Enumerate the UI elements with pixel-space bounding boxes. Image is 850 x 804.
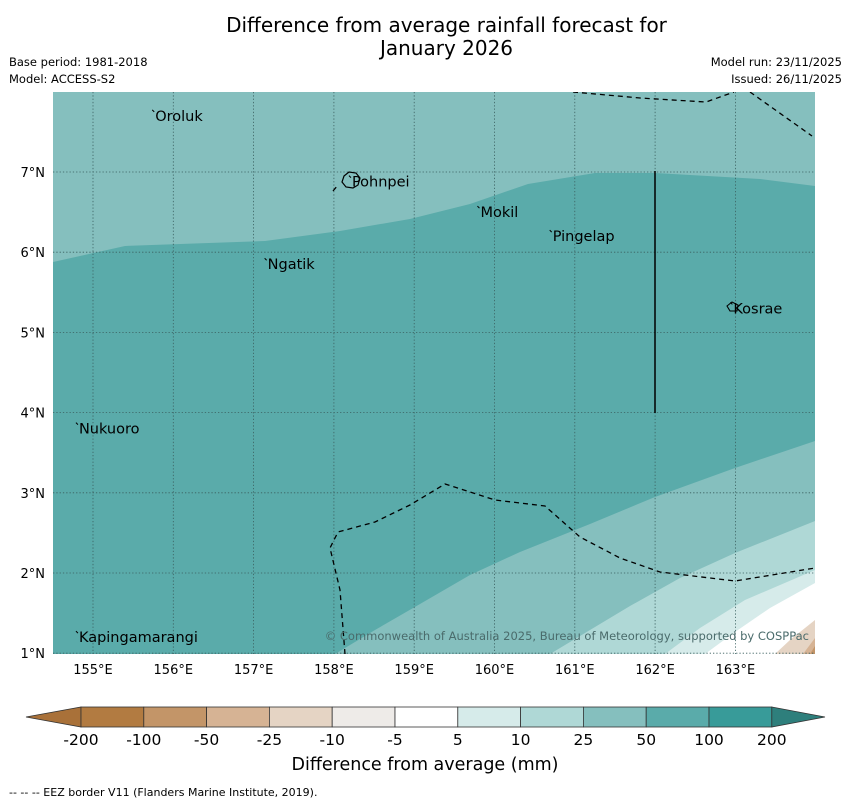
longitude-label: 157°E (234, 663, 274, 678)
longitude-label: 155°E (73, 663, 113, 678)
model-run: Model run: 23/11/2025 (710, 55, 842, 69)
latitude-label: 1°N (21, 647, 46, 662)
latitude-label: 4°N (21, 407, 46, 422)
island-labels: Oroluk Pohnpei Mokil Pingelap Ngatik Kosrae Nu… (75, 109, 782, 646)
eez-footnote: -- -- -- EEZ border V11 (Flanders Marine… (9, 786, 318, 799)
map-area: Oroluk Pohnpei Mokil Pingelap Ngatik Kosrae Nu… (53, 92, 815, 654)
place-ngatik: Ngatik (264, 257, 316, 273)
colorbar-segment (80, 706, 145, 728)
colorbar-segment (708, 706, 773, 728)
colorbar-label: -10 (320, 731, 345, 749)
place-label: Kapingamarangi (79, 630, 198, 646)
title-line-1: Difference from average rainfall forecas… (226, 13, 667, 37)
band-dry-25 (803, 638, 815, 654)
place-label: Oroluk (155, 109, 203, 125)
model-name: Model: ACCESS-S2 (9, 72, 116, 86)
place-marker (151, 109, 155, 113)
band-dry-10 (775, 620, 815, 654)
colorbar-label: 10 (511, 731, 531, 749)
base-period: Base period: 1981-2018 (9, 55, 148, 69)
place-label: Pohnpei (352, 175, 410, 191)
colorbar-extend-high (771, 706, 826, 728)
longitude-label: 158°E (314, 663, 354, 678)
place-kosrae: Kosrae (730, 301, 782, 317)
band-dry-50 (810, 646, 815, 654)
band-50-100 (53, 173, 815, 654)
place-marker (730, 301, 733, 305)
place-marker (549, 229, 553, 233)
place-mokil: Mokil (477, 205, 518, 221)
eez-border-pohnpei (332, 184, 339, 192)
copyright-notice: © Commonwealth of Australia 2025, Bureau… (325, 629, 809, 643)
place-label: Nukuoro (79, 422, 140, 438)
longitude-axis: 155°E 156°E 157°E 158°E 159°E 160°E 161°E 162°E… (73, 663, 755, 678)
colorbar-title: Difference from average (mm) (291, 755, 559, 775)
longitude-label: 159°E (394, 663, 434, 678)
place-nukuoro: Nukuoro (75, 422, 140, 438)
colorbar-label: 200 (757, 731, 787, 749)
colorbar-label: 100 (694, 731, 724, 749)
colorbar-segment (331, 706, 396, 728)
place-label: Ngatik (268, 257, 316, 273)
colorbar-label: -5 (387, 731, 402, 749)
issued-date: Issued: 26/11/2025 (731, 72, 842, 86)
colorbar-label: 50 (636, 731, 656, 749)
longitude-label: 161°E (555, 663, 595, 678)
latitude-axis: 7°N 6°N 5°N 4°N 3°N 2°N 1°N (21, 166, 46, 662)
meta-left: Base period: 1981-2018 Model: ACCESS-S2 (9, 54, 148, 88)
place-marker (75, 630, 79, 634)
pohnpei-island-shape (341, 171, 361, 189)
place-pohnpei: Pohnpei (348, 175, 410, 191)
latitude-label: 7°N (21, 166, 46, 181)
place-label: Kosrae (733, 301, 782, 317)
colorbar-label: 25 (574, 731, 594, 749)
colorbar-label: -50 (194, 731, 219, 749)
latitude-label: 2°N (21, 567, 46, 582)
colorbar: -200 -100 -50 -25 -10 -5 5 10 25 50 100 200 (25, 706, 826, 749)
colorbar-segment (645, 706, 710, 728)
eez-borders (329, 92, 815, 654)
band-neutral (705, 583, 815, 654)
colorbar-segment (394, 706, 459, 728)
place-kapingamarangi: Kapingamarangi (75, 630, 198, 646)
eez-border-south (329, 483, 815, 654)
colorbar-extend-low (25, 706, 82, 728)
place-label: Mokil (480, 205, 518, 221)
map-title: Difference from average rainfall forecas… (0, 14, 850, 60)
colorbar-label: -100 (126, 731, 161, 749)
colorbar-segment (583, 706, 647, 728)
place-marker (75, 422, 79, 425)
place-marker (348, 175, 352, 178)
colorbar-segment (143, 706, 208, 728)
title-line-2: January 2026 (379, 36, 514, 60)
eez-border-top-right (749, 92, 813, 137)
colorbar-label: -200 (63, 731, 98, 749)
place-oroluk: Oroluk (151, 109, 203, 125)
place-marker (264, 257, 267, 261)
colorbar-segment (206, 706, 270, 728)
longitude-label: 160°E (475, 663, 515, 678)
colorbar-segment (268, 706, 333, 728)
longitude-label: 156°E (154, 663, 194, 678)
longitude-label: 163°E (716, 663, 756, 678)
place-pingelap: Pingelap (549, 229, 615, 245)
latitude-label: 3°N (21, 487, 46, 502)
latitude-label: 6°N (21, 246, 46, 261)
colorbar-segment (520, 706, 584, 728)
meta-right: Model run: 23/11/2025 Issued: 26/11/2025 (711, 54, 842, 88)
eez-border-top (572, 92, 735, 103)
place-label: Pingelap (553, 229, 615, 245)
latitude-label: 5°N (21, 326, 46, 341)
colorbar-segment (457, 706, 521, 728)
colorbar-label: -25 (257, 731, 282, 749)
place-marker (477, 205, 480, 209)
longitude-label: 162°E (635, 663, 675, 678)
colorbar-label: 5 (453, 731, 463, 749)
